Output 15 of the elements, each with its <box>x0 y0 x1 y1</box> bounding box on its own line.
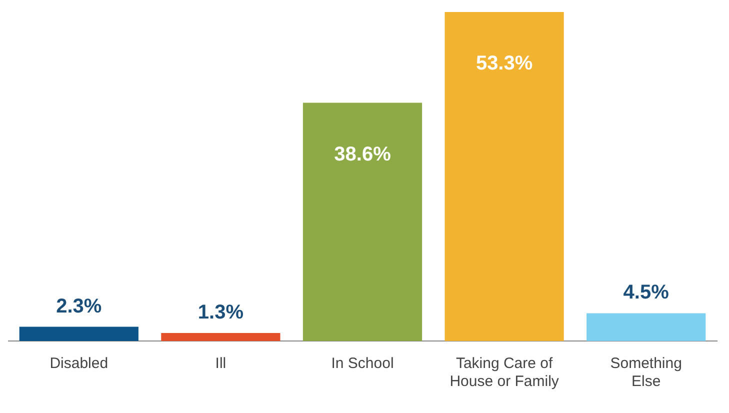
bar <box>444 12 564 341</box>
bar <box>161 332 280 341</box>
data-label: 53.3% <box>476 52 533 75</box>
data-label: 1.3% <box>198 301 244 324</box>
data-label: 2.3% <box>56 295 102 318</box>
x-tick-label: Something Else <box>610 355 682 390</box>
x-tick-label: Ill <box>215 355 226 372</box>
x-tick-label: In School <box>331 355 394 372</box>
bar <box>302 102 422 341</box>
x-tick-label: Taking Care of House or Family <box>450 355 560 390</box>
x-tick-label: Disabled <box>50 355 108 372</box>
bar <box>586 313 706 341</box>
bar <box>19 326 138 341</box>
data-label: 38.6% <box>334 143 392 166</box>
data-label: 4.5% <box>623 282 670 304</box>
